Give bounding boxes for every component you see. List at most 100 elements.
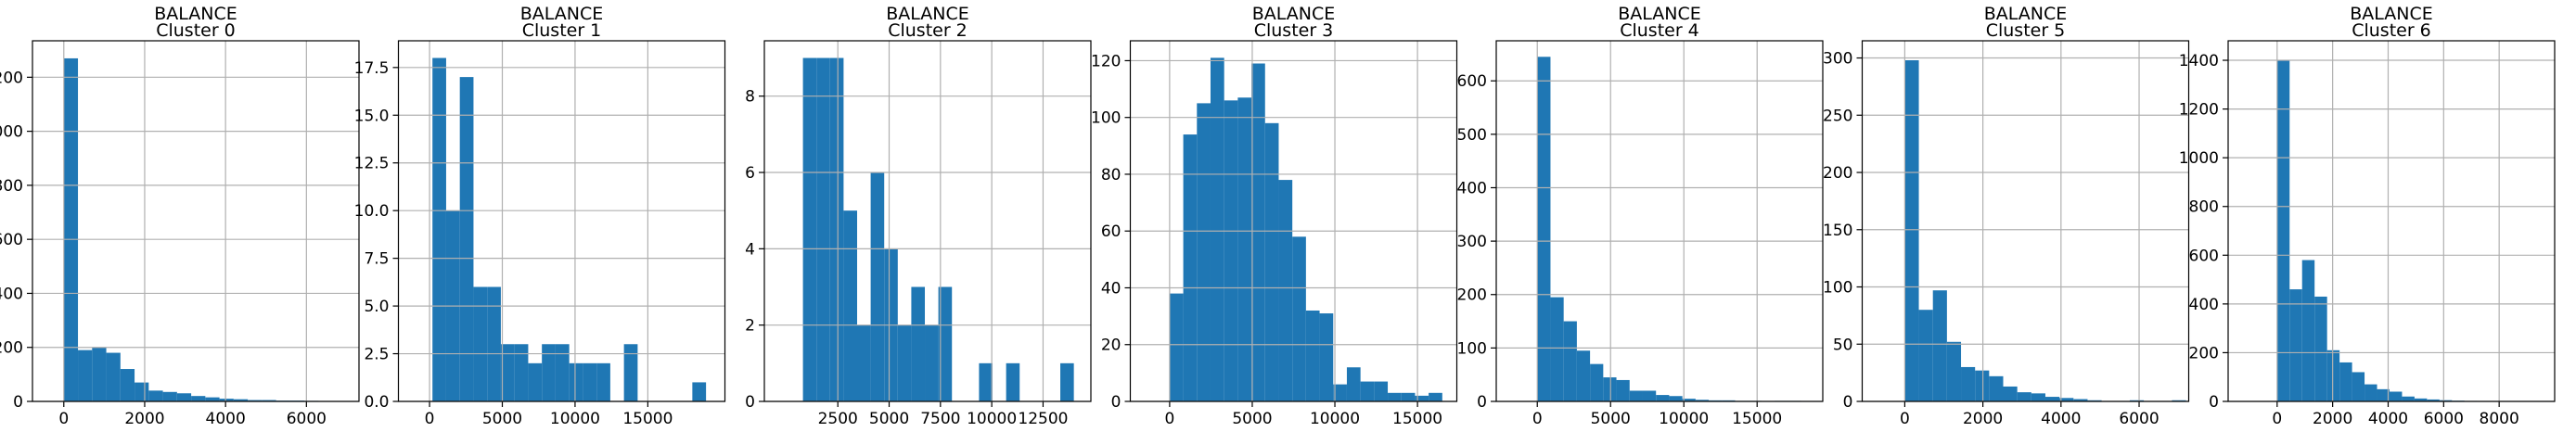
x-tick-label: 5000	[1232, 410, 1272, 428]
bar	[1429, 392, 1442, 401]
bar	[1603, 377, 1617, 401]
bar	[692, 382, 707, 401]
bar	[2044, 397, 2060, 401]
x-tick-label: 15000	[1732, 410, 1782, 428]
bar	[979, 362, 993, 401]
bar	[1006, 362, 1020, 401]
y-tick-label: 6	[745, 164, 755, 183]
y-tick-label: 200	[1457, 286, 1487, 305]
bar	[219, 399, 234, 401]
bar	[1932, 290, 1947, 401]
y-tick-label: 60	[1101, 222, 1121, 241]
y-tick-label: 500	[1457, 126, 1487, 145]
x-tick-label: 2000	[2313, 410, 2352, 428]
x-tick-label: 0	[1164, 410, 1174, 428]
bar	[1537, 57, 1551, 402]
bar	[120, 369, 135, 401]
bar	[2314, 296, 2327, 401]
y-tick-label: 600	[2189, 247, 2219, 265]
bar	[897, 324, 912, 401]
x-tick-label: 6000	[2119, 410, 2159, 428]
bar	[2073, 399, 2088, 401]
x-tick-label: 0	[2272, 410, 2282, 428]
y-tick-label: 0	[745, 393, 755, 412]
y-tick-label: 2	[745, 317, 755, 336]
y-tick-label: 800	[0, 177, 23, 196]
y-tick-label: 120	[1091, 52, 1121, 70]
bar	[2326, 349, 2340, 401]
bar	[262, 400, 276, 401]
chart-subtitle: Cluster 5	[1986, 20, 2066, 41]
bar	[135, 382, 149, 401]
bar	[92, 347, 107, 401]
y-tick-label: 0	[1111, 393, 1121, 412]
x-tick-label: 2000	[1963, 410, 2003, 428]
x-tick-label: 5000	[482, 410, 522, 428]
bar	[1946, 341, 1962, 401]
chart-subtitle: Cluster 2	[888, 20, 968, 41]
x-tick-label: 7500	[920, 410, 960, 428]
bar	[583, 362, 597, 401]
bar	[802, 57, 817, 402]
bar	[1374, 381, 1389, 401]
bar	[2389, 391, 2403, 401]
y-tick-label: 250	[1823, 107, 1852, 125]
x-tick-label: 12500	[1018, 410, 1068, 428]
x-tick-label: 10000	[1310, 410, 1360, 428]
bar	[1682, 399, 1696, 401]
bar	[2017, 392, 2031, 401]
bar	[205, 397, 220, 401]
bar	[2402, 396, 2415, 401]
bar	[1333, 384, 1347, 401]
axes-frame	[2227, 40, 2556, 402]
bar	[2276, 60, 2290, 401]
x-tick-label: 8000	[2480, 410, 2519, 428]
bar	[857, 324, 871, 401]
bar	[1360, 381, 1375, 401]
axes-frame	[1861, 40, 2190, 402]
x-tick-label: 4000	[2368, 410, 2408, 428]
bar	[148, 390, 163, 401]
y-tick-label: 1000	[2179, 149, 2219, 168]
chart-title: BALANCE	[2350, 4, 2433, 24]
bar	[1590, 363, 1604, 401]
y-tick-label: 1200	[0, 69, 23, 87]
bar	[191, 396, 206, 401]
x-tick-label: 2500	[818, 410, 858, 428]
bar	[162, 391, 177, 401]
bar	[2129, 400, 2145, 401]
bar	[1576, 350, 1591, 401]
y-tick-label: 150	[1823, 222, 1852, 240]
bar	[1388, 392, 1402, 401]
y-tick-label: 10.0	[354, 202, 390, 221]
x-tick-label: 6000	[2424, 410, 2464, 428]
y-tick-label: 5.0	[364, 298, 389, 316]
bar	[1629, 390, 1643, 401]
bar	[1319, 313, 1334, 401]
chart-title: BALANCE	[1984, 4, 2068, 24]
y-tick-label: 12.5	[354, 155, 390, 173]
y-tick-label: 4	[745, 240, 755, 259]
x-tick-label: 10000	[967, 410, 1017, 428]
bar	[1292, 236, 1306, 401]
bar	[938, 286, 953, 401]
bar	[1918, 310, 1933, 401]
y-tick-label: 400	[0, 285, 23, 303]
bar	[2439, 400, 2453, 401]
bar	[1550, 297, 1564, 401]
y-tick-label: 7.5	[364, 250, 389, 269]
bar	[1305, 310, 1320, 401]
x-tick-label: 6000	[287, 410, 327, 428]
bar	[1224, 100, 1238, 401]
bar	[1656, 395, 1670, 401]
bar	[2427, 399, 2440, 401]
bar	[514, 344, 529, 401]
bar	[63, 57, 79, 402]
bar	[473, 286, 488, 401]
chart-title: BALANCE	[520, 4, 604, 24]
bar	[487, 286, 501, 401]
bar	[1264, 122, 1279, 401]
bar	[1060, 362, 1074, 401]
bar	[1346, 367, 1361, 401]
y-tick-label: 800	[2189, 198, 2219, 217]
